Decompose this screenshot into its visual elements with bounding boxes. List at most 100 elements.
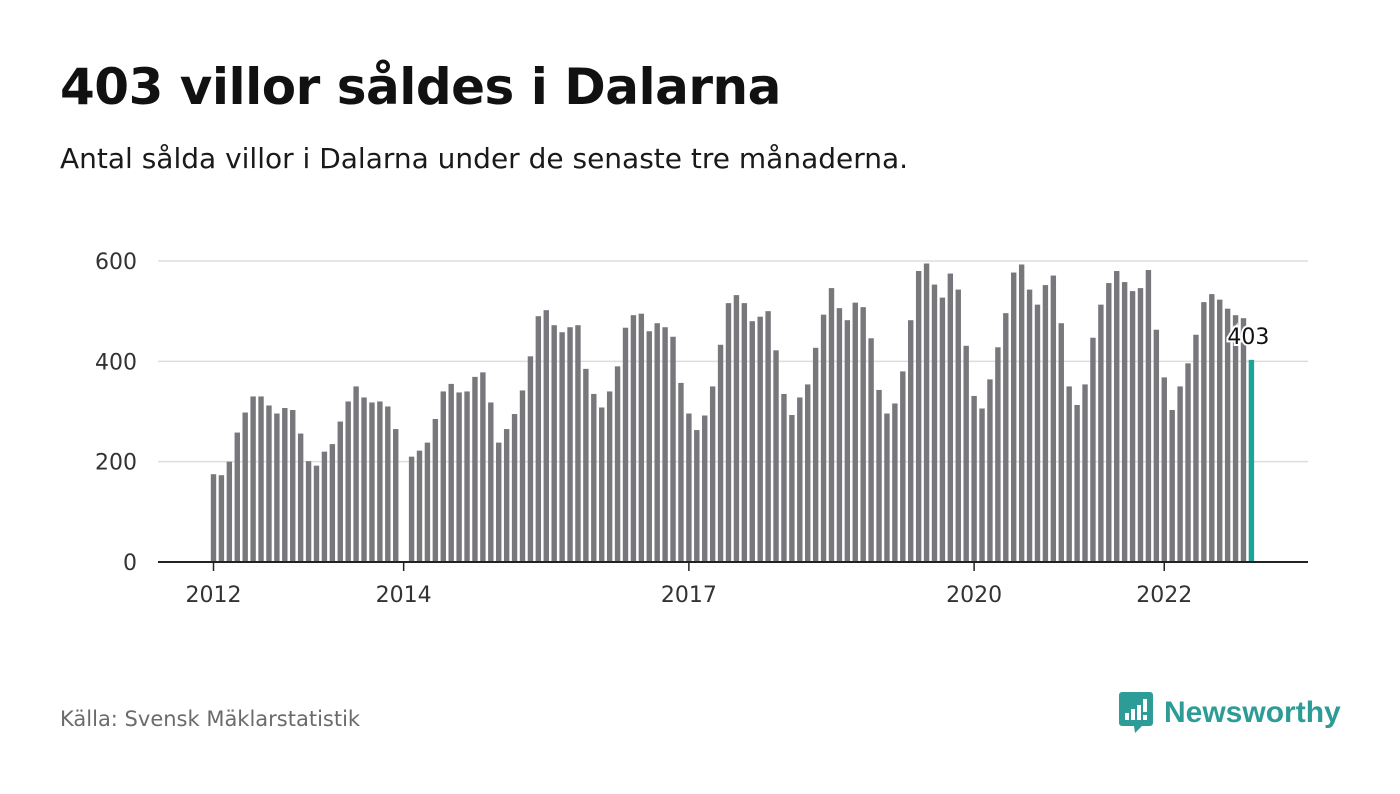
bar — [559, 332, 565, 562]
bar — [353, 386, 359, 562]
bar — [1121, 282, 1128, 562]
bar — [377, 401, 383, 562]
x-tick-label: 2017 — [661, 583, 717, 608]
bar — [591, 393, 597, 562]
bar — [1074, 404, 1080, 562]
bar — [820, 314, 827, 562]
bar — [297, 433, 304, 562]
bar — [1114, 271, 1120, 562]
bar-chart: 0 200 400 600 2012 2014 2017 2020 2022 403 — [95, 250, 1308, 608]
bar — [242, 412, 248, 562]
bar — [630, 315, 637, 562]
bar — [836, 308, 843, 562]
bar — [741, 303, 748, 562]
bar — [313, 465, 320, 562]
bar — [503, 429, 510, 562]
y-tick-label: 400 — [95, 350, 137, 375]
bar — [369, 402, 375, 562]
bar — [266, 405, 272, 562]
bar — [773, 350, 779, 562]
bar — [939, 297, 946, 562]
y-tick-label: 0 — [123, 551, 137, 576]
bar — [432, 419, 439, 562]
bar — [305, 461, 312, 562]
bar — [448, 383, 454, 562]
bar — [234, 432, 240, 562]
bar — [963, 345, 969, 562]
bar — [1003, 313, 1009, 562]
bar — [329, 444, 336, 562]
bar — [860, 307, 866, 562]
bar — [551, 325, 557, 562]
bar — [408, 456, 415, 562]
bar — [1209, 294, 1215, 562]
bar — [947, 273, 954, 562]
bar — [1011, 272, 1017, 562]
x-tick-label: 2014 — [376, 583, 432, 608]
bar — [915, 271, 922, 562]
bar — [1177, 386, 1183, 562]
bar — [424, 442, 431, 562]
bar — [1129, 291, 1136, 562]
bar — [393, 429, 399, 562]
bar — [527, 356, 534, 562]
source-note: Källa: Svensk Mäklarstatistik — [60, 707, 361, 731]
bar — [1018, 264, 1025, 562]
brand-logo[interactable]: Newsworthy — [1118, 690, 1341, 736]
bar — [678, 382, 684, 562]
bar — [274, 413, 280, 562]
bar — [1098, 304, 1104, 562]
labels: 0 200 400 600 2012 2014 2017 2020 2022 403 — [95, 250, 1271, 608]
bar — [1106, 283, 1112, 562]
bar — [694, 430, 700, 562]
bar — [543, 310, 549, 562]
bar — [496, 442, 502, 562]
y-tick-label: 600 — [95, 250, 137, 275]
bar — [250, 396, 256, 562]
bar — [828, 288, 835, 562]
bar — [868, 338, 874, 562]
bar — [702, 415, 708, 562]
bar — [385, 406, 391, 562]
bar — [979, 408, 985, 562]
bar — [670, 336, 676, 562]
bar — [852, 302, 858, 562]
y-tick-label: 200 — [95, 451, 137, 476]
bar — [995, 347, 1001, 562]
bar — [1082, 384, 1088, 562]
bar — [765, 311, 771, 562]
bar — [456, 392, 462, 562]
bar — [1137, 288, 1144, 562]
bar — [654, 323, 660, 562]
chart-title: 403 villor såldes i Dalarna — [60, 58, 781, 116]
bar — [226, 461, 233, 562]
x-tick-label: 2012 — [186, 583, 242, 608]
bar — [1050, 275, 1057, 562]
bar — [282, 407, 288, 562]
bar — [488, 402, 494, 562]
bar — [1224, 308, 1231, 562]
bar — [1185, 363, 1191, 562]
bars — [210, 263, 1255, 562]
bar — [1161, 377, 1167, 562]
bar — [218, 475, 225, 562]
bar — [1217, 299, 1223, 562]
bar — [1145, 270, 1152, 562]
brand-name: Newsworthy — [1164, 696, 1341, 729]
x-tick-label: 2022 — [1136, 583, 1192, 608]
bar — [567, 327, 573, 562]
bar — [749, 321, 755, 562]
bar — [812, 347, 819, 562]
highlight-bar — [1248, 359, 1255, 562]
bar — [971, 395, 977, 562]
bar — [622, 327, 629, 562]
bar — [1153, 329, 1160, 562]
bar — [614, 366, 621, 562]
bar — [1232, 315, 1239, 562]
bar — [923, 263, 930, 562]
bar — [1201, 302, 1207, 562]
bar — [662, 327, 668, 562]
bar — [511, 414, 518, 562]
bar — [583, 368, 589, 562]
bar — [361, 397, 367, 562]
